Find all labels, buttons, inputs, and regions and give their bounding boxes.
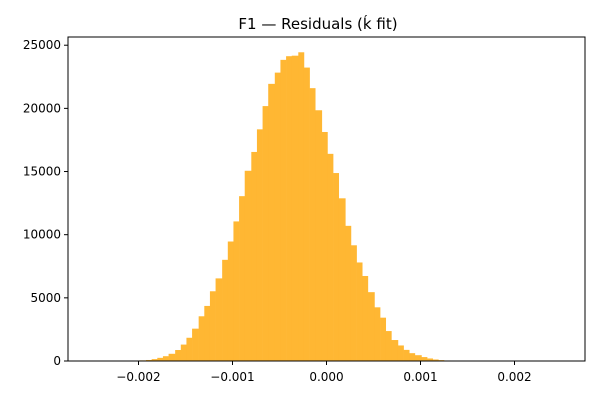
histogram-bar — [362, 275, 369, 361]
histogram-bar — [309, 88, 316, 361]
histogram-bar — [192, 328, 199, 361]
histogram-bar — [227, 241, 234, 361]
histogram-bar — [186, 337, 193, 361]
x-tick-label: −0.001 — [210, 370, 254, 384]
y-tick-label: 20000 — [23, 101, 61, 115]
histogram-bar — [397, 345, 404, 361]
histogram-bar — [162, 356, 169, 361]
histogram-bar — [432, 359, 439, 361]
histogram-bar — [286, 56, 293, 361]
histogram-bar — [233, 221, 240, 361]
bars-layer — [139, 52, 492, 362]
histogram-bar — [380, 317, 387, 361]
histogram-bar — [427, 358, 434, 361]
histogram-bar — [239, 196, 246, 361]
histogram-bar — [256, 129, 263, 361]
x-tick-label: −0.002 — [116, 370, 160, 384]
histogram-bar — [151, 359, 158, 361]
histogram-bar — [315, 110, 323, 361]
histogram-bar — [244, 170, 252, 361]
histogram-bar — [146, 359, 152, 361]
histogram-bar — [421, 357, 428, 361]
histogram-bar — [321, 131, 328, 361]
histogram-bar — [338, 198, 346, 361]
histogram-bar — [168, 353, 176, 361]
histogram-bar — [385, 331, 392, 361]
histogram-bar — [367, 292, 375, 361]
x-tick-label: 0.001 — [403, 370, 437, 384]
histogram-bar — [222, 259, 229, 361]
histogram-bar — [356, 262, 363, 361]
histogram-bar — [274, 72, 281, 362]
histogram-bar — [198, 316, 205, 361]
x-tick-label: 0.000 — [309, 370, 343, 384]
histogram-bar — [175, 350, 182, 361]
histogram-bar — [280, 59, 287, 362]
ticks-layer: −0.002 −0.001 0.000 0.001 0.002 0 5000 10000 150… — [23, 38, 532, 384]
histogram-bar — [251, 151, 258, 361]
histogram-bar — [409, 353, 416, 361]
histogram-bar — [204, 305, 211, 361]
y-tick-label: 25000 — [23, 38, 61, 52]
histogram-bar — [291, 55, 299, 361]
histogram-bar — [391, 340, 399, 361]
y-tick-label: 10000 — [23, 228, 61, 242]
histogram-bar — [180, 344, 187, 361]
histogram-bar — [157, 357, 164, 361]
x-tick-label: 0.002 — [497, 370, 531, 384]
histogram-bar — [333, 173, 340, 361]
histogram-bar — [209, 291, 216, 361]
histogram-bar — [414, 355, 422, 361]
histogram-bar — [327, 153, 334, 361]
histogram-bar — [215, 278, 223, 361]
histogram-bar — [298, 52, 305, 361]
y-tick-label: 0 — [53, 354, 61, 368]
histogram-bar — [303, 67, 310, 361]
histogram-bar — [268, 83, 276, 362]
histogram-bar — [374, 307, 381, 361]
y-tick-label: 5000 — [30, 291, 61, 305]
histogram-bar — [262, 106, 269, 361]
chart-title: F1 — Residuals (ḱ fit) — [238, 14, 397, 33]
histogram-bar — [403, 349, 410, 361]
y-tick-label: 15000 — [23, 165, 61, 179]
histogram-bar — [345, 225, 352, 361]
histogram-bar — [350, 245, 357, 361]
